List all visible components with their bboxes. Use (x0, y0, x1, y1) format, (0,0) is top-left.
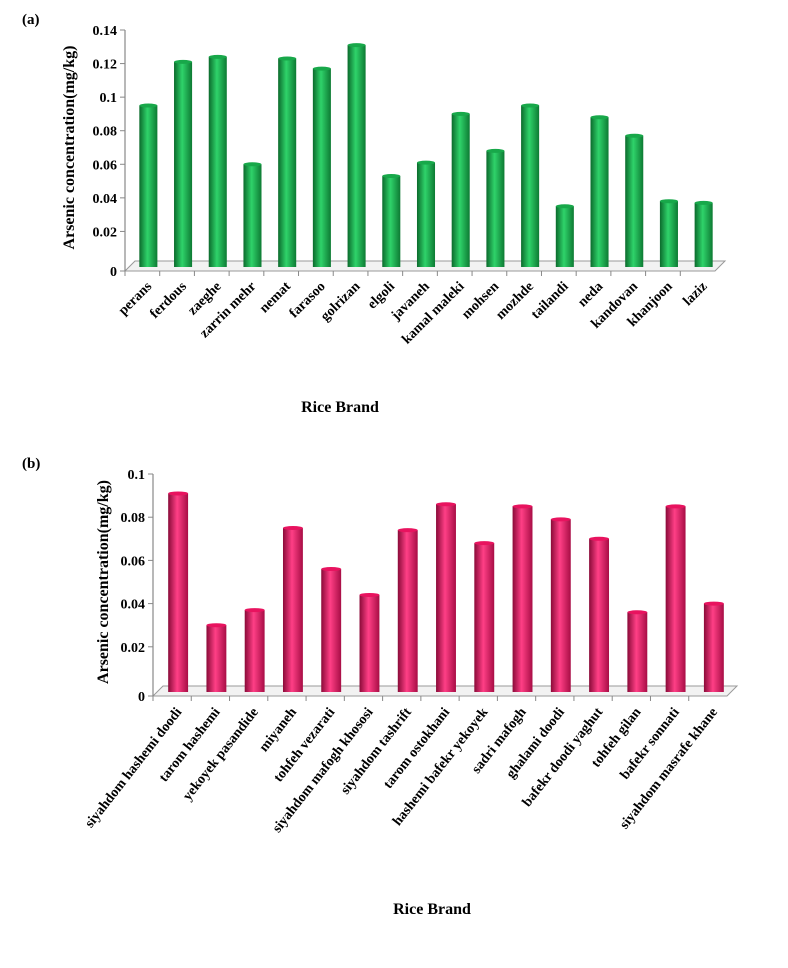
bar-top (168, 491, 189, 496)
bar-top (321, 567, 342, 572)
bar-siyahdom-mafogh-khososi (359, 594, 380, 692)
bar-top (206, 623, 227, 628)
bar-miyaneh (282, 528, 303, 692)
bar-neda (590, 117, 609, 268)
y-tick-label: 0.12 (93, 58, 118, 73)
bar-top (436, 502, 456, 507)
bar-top (512, 504, 533, 509)
x-tick-label: neda (575, 279, 606, 310)
bar-top (359, 592, 380, 597)
bar-top (589, 536, 610, 541)
chart-panel-a: (a)00.020.040.060.080.10.120.14peransfer… (22, 12, 727, 416)
bar-top (659, 199, 678, 204)
x-tick-label: yekoyek pasandide (180, 705, 262, 803)
bar-top (347, 43, 366, 48)
bar-farasoo (312, 68, 331, 267)
bar-top (208, 54, 227, 59)
bar-mozhde (521, 105, 540, 268)
bar-top (278, 56, 297, 61)
bar-top (174, 59, 193, 64)
bar-bafekr-sonnati (665, 506, 686, 692)
bar-top (282, 526, 303, 530)
bar-javaneh (416, 162, 436, 267)
y-tick-label: 0.1 (128, 468, 146, 483)
bar-laziz (694, 202, 713, 267)
y-tick-label: 0.04 (121, 598, 146, 613)
bar-top (555, 204, 574, 209)
bar-top (244, 608, 265, 613)
x-tick-label: tailandi (529, 279, 572, 322)
y-tick-label: 0.08 (121, 511, 146, 526)
x-tick-label: laziz (681, 279, 711, 309)
bar-zaeghe (208, 56, 227, 267)
bar-top (625, 133, 644, 138)
y-tick-label: 0.04 (93, 192, 118, 207)
bar-top (397, 528, 418, 533)
y-tick-label: 0.02 (93, 225, 118, 240)
x-axis-label: Rice Brand (301, 399, 379, 416)
bar-top (416, 160, 436, 165)
y-tick-label: 0.14 (93, 24, 118, 39)
bar-tarom-hashemi (206, 625, 227, 692)
y-tick-label: 0.06 (121, 554, 146, 569)
x-tick-label: siyahdom tashrift (338, 705, 415, 798)
y-tick-label: 0.1 (100, 91, 118, 106)
bar-tailandi (555, 206, 574, 267)
y-axis-label: Arsenic concentration(mg/kg) (61, 46, 78, 250)
bar-yekoyek-pasandide (244, 610, 265, 692)
bar-top (382, 174, 401, 179)
bar-kandovan (625, 135, 644, 267)
bar-top (486, 148, 505, 153)
panel-label: (b) (22, 456, 40, 472)
bar-top (590, 115, 609, 120)
bar-top (451, 111, 470, 116)
bar-bafekr-doodi-yaghut (589, 538, 610, 692)
y-tick-label: 0.06 (93, 158, 118, 173)
bar-elgoli (382, 176, 401, 267)
x-tick-label: kamal maleki (399, 279, 467, 347)
bar-top (550, 517, 571, 522)
bar-ghalami-doodi (550, 519, 571, 692)
bar-tarom-ostokhani (436, 504, 456, 692)
bar-ferdous (174, 61, 193, 268)
bar-top (312, 66, 331, 71)
bar-golrizan (347, 45, 366, 267)
bar-tohfeh-gilan (627, 612, 648, 692)
bar-sadri-mafogh (512, 506, 533, 692)
bar-zarrin-mehr (243, 164, 262, 267)
bar-hashemi-bafekr-yekoyek (474, 543, 495, 692)
bar-tohfeh-vezarati (321, 569, 342, 692)
bar-mohsen (486, 150, 505, 267)
bar-kamal-maleki (451, 113, 470, 267)
bar-siyahdom-hashemi-doodi (168, 493, 189, 692)
bar-siyahdom-masrafe-khane (703, 603, 724, 692)
bar-top (665, 504, 686, 509)
bar-top (139, 103, 158, 108)
y-tick-label: 0.08 (93, 125, 118, 140)
panel-label: (a) (22, 12, 40, 28)
x-axis-label: Rice Brand (393, 901, 471, 918)
bar-khanjoon (659, 201, 678, 267)
y-tick-label: 0 (138, 690, 145, 705)
bar-top (627, 610, 648, 615)
x-tick-label: golrizan (318, 279, 363, 324)
y-axis-label: Arsenic concentration(mg/kg) (95, 480, 112, 684)
bar-nemat (278, 58, 297, 268)
bar-siyahdom-tashrift (397, 530, 418, 692)
bar-top (703, 601, 724, 606)
bar-top (694, 200, 713, 205)
bar-top (521, 103, 540, 108)
bar-top (474, 541, 495, 546)
x-tick-label: ferdous (147, 279, 190, 322)
y-tick-label: 0.02 (121, 641, 146, 656)
bar-top (243, 162, 262, 167)
x-tick-label: mozhde (493, 279, 537, 323)
bar-perans (139, 105, 158, 268)
y-tick-label: 0 (110, 265, 117, 280)
